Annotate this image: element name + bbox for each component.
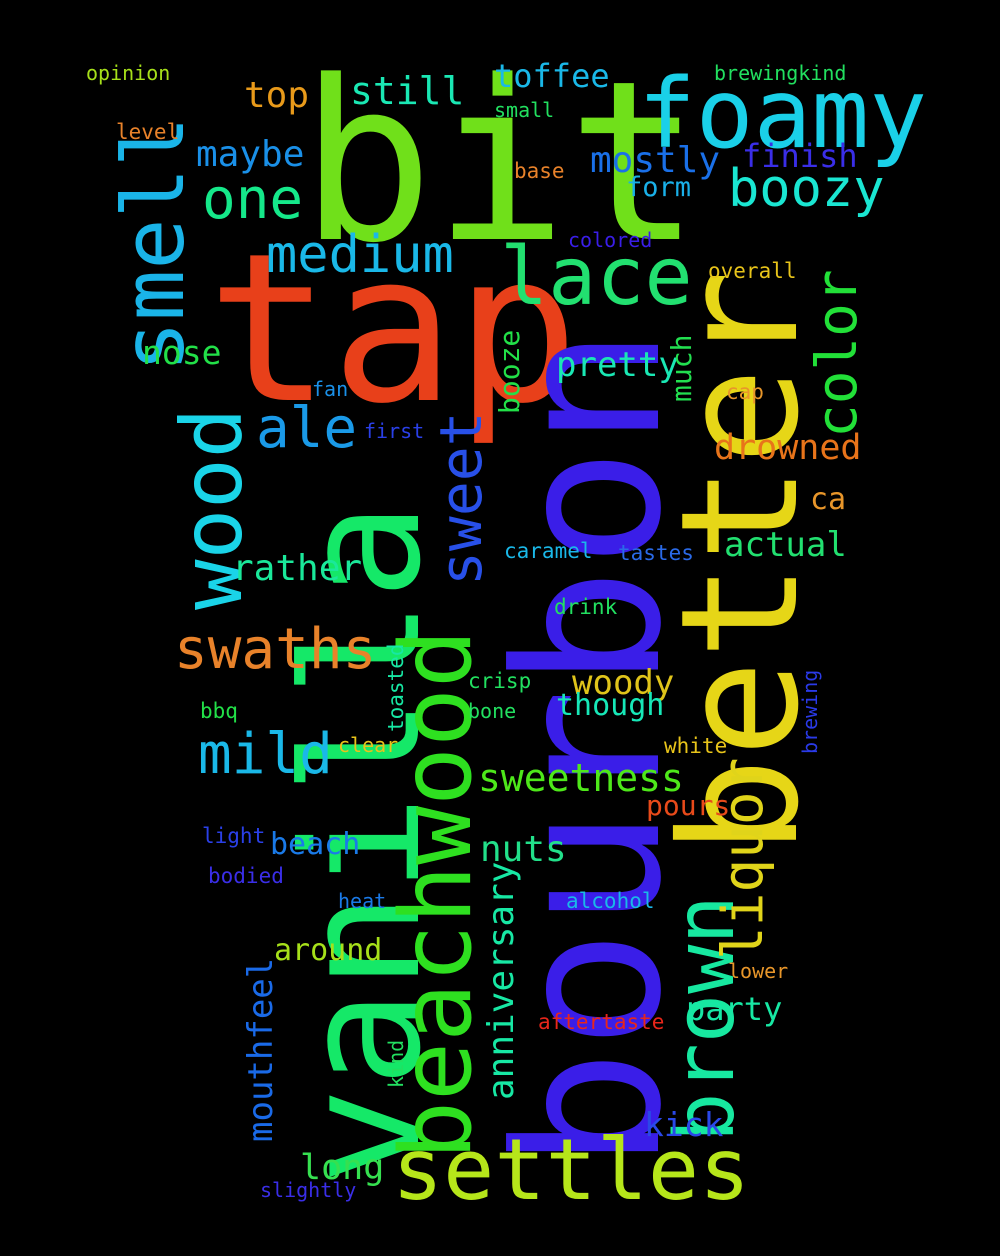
word-kind: kind: [384, 1039, 408, 1088]
word-white: white: [664, 734, 728, 758]
word-boozy: boozy: [728, 159, 885, 219]
word-cap: cap: [726, 380, 764, 404]
word-base: base: [514, 159, 565, 183]
word-beach: beach: [270, 827, 361, 862]
word-tastes: tastes: [618, 541, 694, 565]
word-lower: lower: [728, 959, 789, 983]
word-nuts: nuts: [480, 829, 567, 870]
word-though: though: [556, 688, 665, 723]
word-finish: finish: [742, 137, 858, 175]
word-woody: woody: [572, 663, 675, 703]
word-one: one: [202, 167, 304, 232]
word-toasted: toasted: [384, 643, 408, 732]
word-ale: ale: [256, 396, 358, 461]
word-caramel: caramel: [504, 539, 593, 563]
word-crisp: crisp: [468, 669, 532, 693]
word-kick: kick: [644, 1105, 724, 1144]
word-nose: nose: [142, 333, 222, 372]
word-settles: settles: [392, 1121, 751, 1220]
word-tap: tap: [207, 209, 580, 449]
word-party: party: [686, 990, 783, 1028]
word-alcohol: alcohol: [566, 889, 655, 913]
word-mouthfeel: mouthfeel: [241, 957, 281, 1142]
word-booze: booze: [493, 329, 526, 414]
word-drowned: drowned: [714, 428, 862, 468]
word-small: small: [494, 98, 555, 122]
word-sweet: sweet: [427, 411, 495, 586]
word-heat: heat: [338, 889, 387, 913]
word-color: color: [805, 269, 870, 438]
word-light: light: [202, 824, 266, 848]
word-much: much: [665, 334, 698, 402]
word-foamy: foamy: [638, 58, 927, 170]
word-still: still: [350, 69, 465, 113]
word-swaths: swaths: [174, 617, 377, 682]
word-brewing: brewing: [798, 669, 822, 754]
word-lace: lace: [500, 230, 693, 323]
word-fan: fan: [312, 377, 349, 401]
word-bit: bit: [300, 34, 701, 292]
word-bbq: bbq: [200, 699, 238, 723]
word-mostly: mostly: [590, 140, 721, 181]
word-toffee: toffee: [494, 57, 610, 95]
word-around: around: [274, 933, 383, 968]
word-brewingkind: brewingkind: [714, 61, 847, 85]
word-bodied: bodied: [208, 864, 284, 888]
word-bone: bone: [468, 699, 517, 723]
word-sweetness: sweetness: [478, 756, 684, 800]
word-aftertaste: aftertaste: [538, 1010, 665, 1034]
word-ca: ca: [810, 482, 847, 517]
word-top: top: [244, 75, 310, 116]
word-anniversary: anniversary: [481, 861, 522, 1100]
word-medium: medium: [266, 225, 454, 285]
word-rather: rather: [232, 548, 363, 589]
word-colored: colored: [568, 228, 653, 252]
word-opinion: opinion: [86, 61, 171, 85]
word-drink: drink: [554, 595, 618, 619]
word-pretty: pretty: [556, 345, 679, 385]
word-slightly: slightly: [260, 1178, 357, 1202]
word-form: form: [626, 172, 692, 203]
word-first: first: [364, 419, 425, 443]
word-overall: overall: [708, 259, 797, 283]
word-actual: actual: [724, 525, 847, 565]
word-maybe: maybe: [196, 134, 305, 175]
word-mild: mild: [198, 722, 333, 787]
word-level: level: [116, 120, 180, 144]
word-clear: clear: [338, 733, 399, 757]
word-long: long: [300, 1148, 385, 1188]
word-pours: pours: [646, 789, 731, 822]
